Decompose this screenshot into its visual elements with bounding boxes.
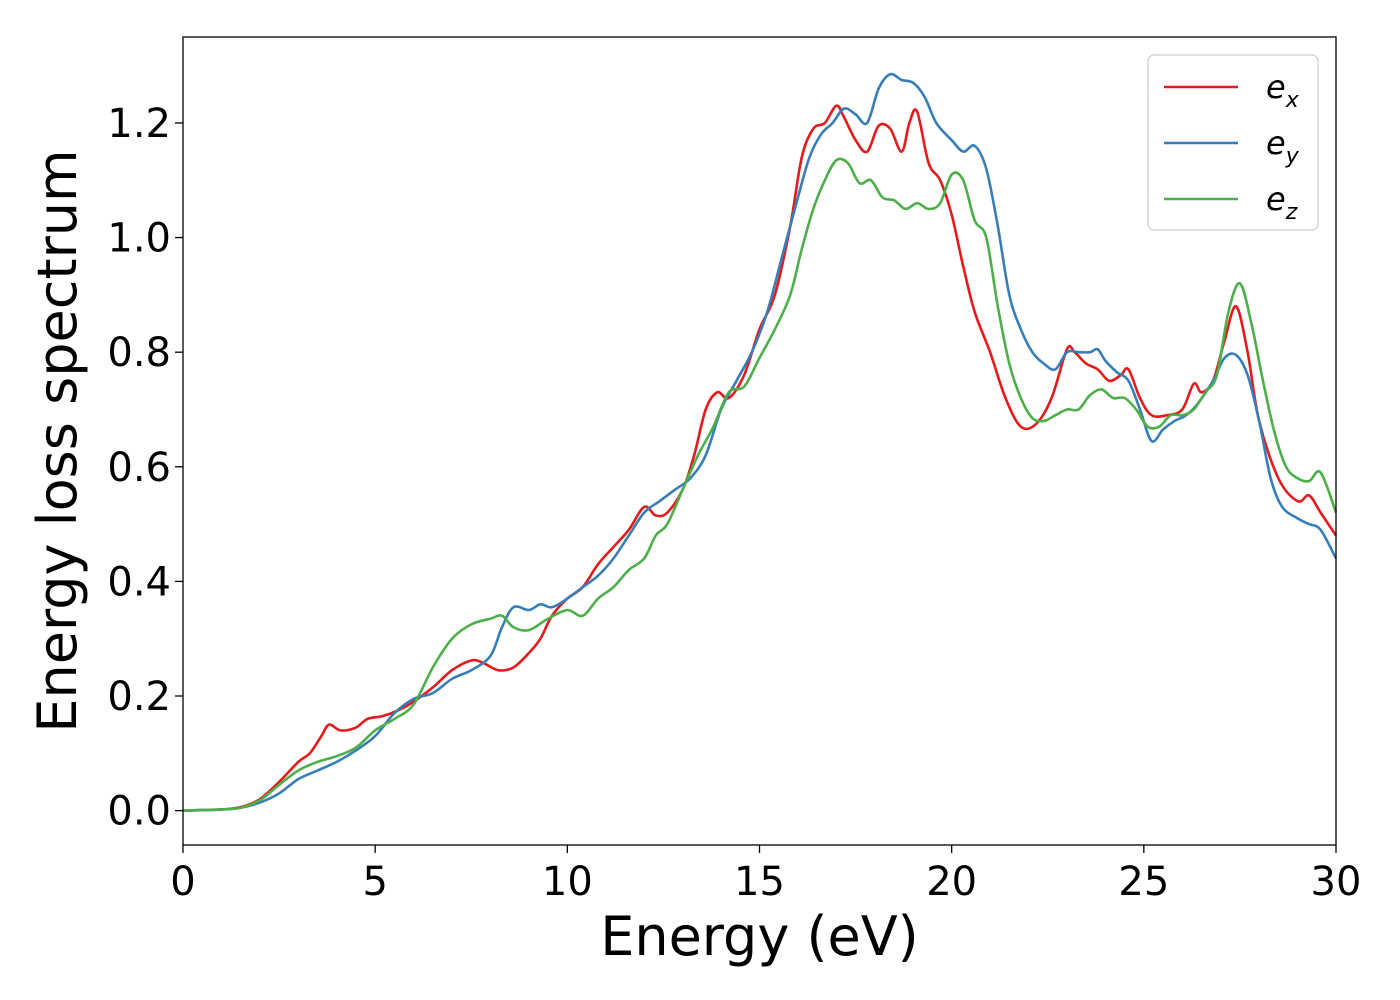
legend-label-z: ez — [1266, 180, 1298, 225]
series-line-e-y — [182, 72, 1338, 812]
legend: ex ey ez — [1147, 54, 1319, 231]
y-tick-label: 0.0 — [107, 789, 171, 835]
x-tick-label: 5 — [362, 859, 387, 905]
x-axis-title: Energy (eV) — [600, 905, 919, 968]
y-tick-label: 1.2 — [107, 101, 171, 147]
plot-area — [183, 37, 1336, 845]
series-line-e-z — [182, 157, 1338, 812]
x-tick-label: 10 — [542, 859, 593, 905]
y-tick-label: 0.8 — [107, 330, 171, 376]
x-axis-ticks: 0 5 10 15 20 25 30 — [170, 845, 1361, 905]
y-tick-label: 0.6 — [107, 445, 171, 491]
x-tick-label: 20 — [926, 859, 977, 905]
series-lines — [182, 72, 1338, 812]
legend-label-y: ey — [1266, 124, 1300, 169]
y-axis-title: Energy loss spectrum — [26, 149, 89, 732]
y-axis-ticks: 0.0 0.2 0.4 0.6 0.8 1.0 1.2 — [107, 101, 183, 835]
x-tick-label: 0 — [170, 859, 195, 905]
legend-label-x: ex — [1266, 68, 1300, 113]
x-tick-label: 30 — [1311, 859, 1362, 905]
y-tick-label: 0.2 — [107, 674, 171, 720]
x-tick-label: 15 — [734, 859, 785, 905]
x-tick-label: 25 — [1118, 859, 1169, 905]
y-tick-label: 1.0 — [107, 216, 171, 262]
y-tick-label: 0.4 — [107, 559, 171, 605]
